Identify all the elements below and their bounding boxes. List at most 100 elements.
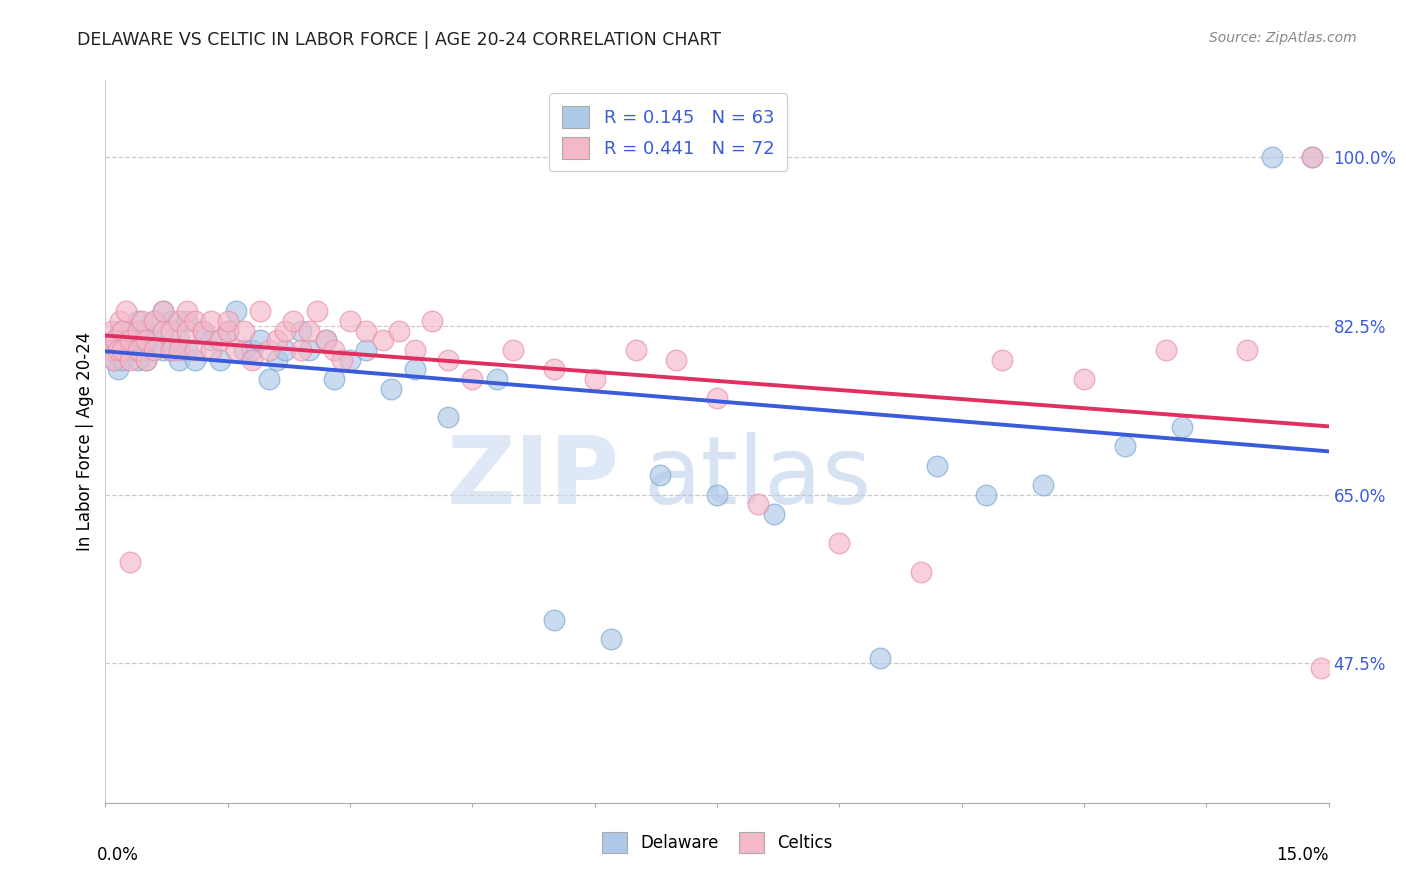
Point [167, 343, 190, 357]
Point [118, 334, 141, 348]
Point [665, 352, 688, 367]
Point [1236, 343, 1258, 357]
Point [98, 343, 121, 357]
Point [420, 314, 443, 328]
Point [152, 343, 174, 357]
Point [159, 343, 181, 357]
Point [706, 487, 728, 501]
Point [600, 632, 623, 646]
Point [122, 343, 145, 357]
Point [249, 304, 271, 318]
Point [461, 372, 484, 386]
Point [135, 352, 157, 367]
Point [624, 343, 647, 357]
Point [763, 507, 786, 521]
Point [991, 352, 1014, 367]
Point [131, 334, 153, 348]
Point [380, 382, 402, 396]
Point [108, 324, 131, 338]
Point [143, 314, 166, 328]
Point [135, 324, 157, 338]
Point [115, 304, 138, 318]
Point [184, 352, 207, 367]
Text: 0.0%: 0.0% [97, 847, 139, 864]
Point [152, 324, 174, 338]
Point [339, 352, 361, 367]
Point [159, 343, 181, 357]
Point [131, 314, 153, 328]
Point [193, 324, 215, 338]
Point [583, 372, 606, 386]
Point [118, 352, 141, 367]
Point [648, 468, 671, 483]
Point [103, 352, 125, 367]
Point [107, 362, 129, 376]
Point [257, 372, 280, 386]
Point [176, 304, 198, 318]
Point [143, 334, 166, 348]
Point [176, 343, 198, 357]
Point [437, 410, 460, 425]
Point [1114, 439, 1136, 453]
Point [233, 324, 256, 338]
Point [281, 314, 304, 328]
Point [322, 343, 344, 357]
Point [104, 334, 127, 348]
Point [167, 352, 190, 367]
Point [225, 304, 247, 318]
Point [135, 334, 157, 348]
Point [118, 343, 141, 357]
Point [290, 324, 312, 338]
Point [184, 343, 207, 357]
Point [1154, 343, 1177, 357]
Point [217, 324, 239, 338]
Point [1260, 150, 1282, 164]
Text: atlas: atlas [644, 432, 872, 524]
Point [200, 343, 222, 357]
Point [290, 343, 312, 357]
Point [111, 343, 134, 357]
Point [176, 314, 198, 328]
Point [298, 324, 321, 338]
Point [152, 304, 174, 318]
Point [307, 304, 329, 318]
Point [167, 314, 190, 328]
Point [108, 314, 131, 328]
Point [1309, 661, 1331, 675]
Point [502, 343, 524, 357]
Point [217, 314, 239, 328]
Point [543, 362, 565, 376]
Point [118, 324, 141, 338]
Point [200, 314, 222, 328]
Text: DELAWARE VS CELTIC IN LABOR FORCE | AGE 20-24 CORRELATION CHART: DELAWARE VS CELTIC IN LABOR FORCE | AGE … [77, 31, 721, 49]
Text: Source: ZipAtlas.com: Source: ZipAtlas.com [1209, 31, 1357, 45]
Point [135, 352, 157, 367]
Point [974, 487, 997, 501]
Point [910, 565, 932, 579]
Point [1301, 150, 1323, 164]
Point [103, 352, 125, 367]
Point [115, 334, 138, 348]
Point [127, 352, 149, 367]
Point [249, 334, 271, 348]
Point [356, 343, 378, 357]
Point [176, 324, 198, 338]
Point [200, 334, 222, 348]
Point [274, 343, 297, 357]
Point [217, 324, 239, 338]
Point [112, 352, 135, 367]
Point [225, 343, 247, 357]
Point [404, 343, 426, 357]
Point [135, 343, 157, 357]
Point [159, 324, 181, 338]
Point [1171, 420, 1194, 434]
Point [485, 372, 508, 386]
Point [388, 324, 411, 338]
Point [706, 391, 728, 405]
Point [356, 324, 378, 338]
Point [274, 324, 297, 338]
Point [266, 352, 288, 367]
Point [257, 343, 280, 357]
Point [118, 555, 141, 569]
Point [339, 314, 361, 328]
